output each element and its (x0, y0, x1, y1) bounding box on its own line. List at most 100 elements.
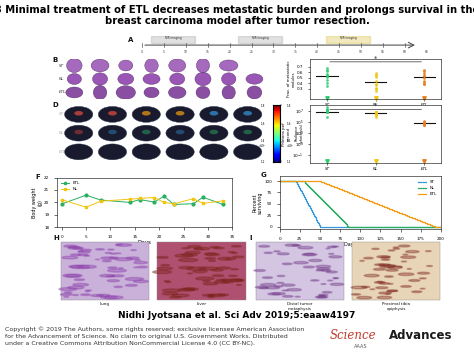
Circle shape (272, 293, 285, 295)
Point (420, 122, 428, 127)
ETL (59, 202, 64, 206)
Circle shape (406, 251, 419, 253)
Circle shape (426, 251, 431, 252)
Line: NL: NL (280, 181, 441, 227)
Circle shape (322, 291, 332, 293)
Ellipse shape (98, 144, 127, 160)
Circle shape (203, 280, 210, 282)
Circle shape (228, 275, 237, 277)
Point (420, 68, 428, 73)
Y-axis label: Frac. of metastatic
nodules: Frac. of metastatic nodules (287, 61, 296, 97)
Text: A: A (128, 37, 134, 43)
Text: Proximal tibia
epiphysis: Proximal tibia epiphysis (382, 302, 410, 311)
Circle shape (219, 294, 228, 296)
Text: NL: NL (59, 77, 64, 81)
Circle shape (401, 261, 407, 262)
Circle shape (283, 290, 288, 291)
Circle shape (166, 282, 171, 283)
Point (323, 73, 331, 79)
Text: H: H (53, 235, 59, 241)
Ellipse shape (66, 87, 83, 98)
Point (323, 106, 331, 112)
Circle shape (126, 284, 137, 286)
Point (372, 88, 379, 94)
Circle shape (294, 262, 308, 264)
Circle shape (397, 266, 402, 267)
Ellipse shape (168, 87, 186, 98)
Circle shape (214, 247, 224, 249)
Circle shape (418, 272, 429, 274)
Circle shape (376, 287, 388, 289)
Point (372, 110, 379, 116)
Circle shape (134, 267, 138, 268)
Circle shape (303, 266, 314, 268)
Circle shape (109, 257, 118, 258)
ST (365, 225, 370, 229)
Circle shape (407, 268, 411, 269)
Circle shape (316, 270, 323, 271)
Bar (238, 36, 282, 43)
Point (420, 72, 428, 77)
Circle shape (203, 283, 218, 285)
Point (420, 120, 428, 126)
Circle shape (326, 271, 337, 273)
Ellipse shape (142, 130, 151, 134)
Point (323, 109, 331, 115)
Text: breast carcinoma model after tumor resection.: breast carcinoma model after tumor resec… (105, 16, 369, 26)
Circle shape (108, 249, 114, 250)
Y-axis label: Percent
surviving: Percent surviving (252, 191, 263, 214)
ETL (438, 225, 444, 229)
Circle shape (117, 253, 121, 254)
Circle shape (64, 292, 72, 293)
Circle shape (108, 269, 127, 272)
Circle shape (63, 274, 82, 277)
Circle shape (205, 257, 215, 259)
Circle shape (184, 288, 195, 290)
Point (323, 114, 331, 120)
Circle shape (255, 286, 267, 288)
Text: 55: 55 (381, 50, 385, 54)
Circle shape (259, 287, 268, 289)
Ellipse shape (142, 111, 151, 115)
Circle shape (218, 257, 236, 260)
Circle shape (182, 253, 197, 256)
Circle shape (178, 289, 194, 291)
ST (409, 225, 415, 229)
Text: *: * (374, 103, 377, 109)
Circle shape (228, 279, 244, 282)
ST (318, 225, 323, 229)
Point (420, 81, 428, 87)
Text: 5: 5 (163, 50, 165, 54)
NL (373, 225, 379, 229)
Circle shape (68, 247, 83, 249)
NL (354, 225, 359, 229)
Ellipse shape (246, 74, 263, 84)
Circle shape (163, 289, 181, 292)
Circle shape (309, 260, 322, 262)
Ellipse shape (176, 130, 184, 134)
Ellipse shape (64, 125, 93, 141)
Point (372, 112, 379, 118)
Point (372, 110, 379, 116)
Circle shape (182, 288, 198, 290)
Circle shape (364, 274, 379, 277)
Circle shape (399, 245, 410, 247)
Circle shape (115, 258, 133, 261)
ETL (409, 215, 415, 220)
Text: ST: ST (59, 64, 64, 67)
Circle shape (333, 278, 337, 279)
Point (372, 78, 379, 84)
Circle shape (86, 290, 91, 291)
Point (323, 109, 331, 115)
Circle shape (107, 280, 119, 282)
Circle shape (65, 275, 80, 277)
Circle shape (228, 252, 235, 253)
Text: 20: 20 (228, 50, 232, 54)
Circle shape (172, 294, 189, 297)
Ellipse shape (170, 73, 185, 85)
ST (355, 225, 360, 229)
Circle shape (277, 275, 285, 277)
ETL (432, 225, 438, 229)
Circle shape (59, 288, 77, 291)
Circle shape (116, 244, 122, 245)
